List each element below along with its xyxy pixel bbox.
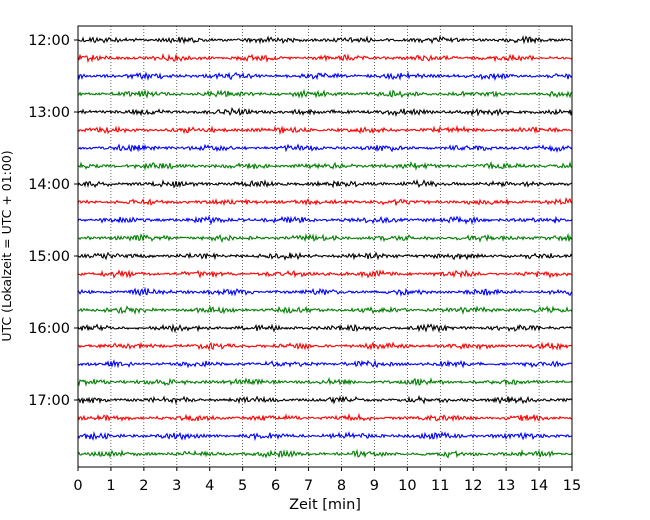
seismogram-trace	[77, 232, 573, 243]
seismogram-trace	[77, 430, 573, 442]
x-tick-label: 15	[563, 478, 581, 494]
x-tick-label: 5	[238, 478, 247, 494]
seismogram-trace	[77, 412, 573, 423]
y-tick-label: 14:00	[28, 177, 70, 193]
seismogram-trace	[77, 341, 573, 351]
x-tick-label: 8	[337, 478, 346, 494]
seismogram-trace	[77, 178, 573, 189]
x-tick-label: 0	[73, 478, 82, 494]
seismogram-trace	[77, 323, 573, 334]
x-tick-label: 6	[271, 478, 280, 494]
seismogram-trace	[77, 448, 573, 459]
x-tick-label: 4	[205, 478, 214, 494]
seismogram-trace	[77, 251, 573, 261]
seismogram-trace	[77, 305, 573, 316]
y-tick-label: 13:00	[28, 105, 70, 121]
seismogram-trace	[77, 376, 573, 387]
y-tick-label: 12:00	[28, 33, 70, 49]
seismogram-trace	[77, 88, 573, 99]
seismogram-trace	[77, 269, 573, 279]
x-tick-label: 12	[464, 478, 482, 494]
y-tick-label: 17:00	[28, 393, 70, 409]
plot-frame	[77, 25, 573, 468]
y-axis-ticks: 12:00 13:00 14:00 15:00 16:00 17:00	[28, 33, 78, 409]
x-tick-label: 13	[497, 478, 515, 494]
seismogram-trace	[77, 107, 573, 118]
seismogram-traces	[77, 35, 573, 459]
x-tick-label: 10	[398, 478, 416, 494]
seismogram-trace	[77, 286, 573, 297]
seismogram-trace	[77, 52, 573, 64]
x-tick-label: 14	[530, 478, 548, 494]
seismogram-trace	[77, 394, 573, 406]
y-tick-label: 16:00	[28, 321, 70, 337]
seismogram-trace	[77, 124, 573, 136]
y-tick-label: 15:00	[28, 249, 70, 265]
seismogram-trace	[77, 35, 573, 45]
x-tick-label: 1	[106, 478, 115, 494]
seismogram-trace	[77, 359, 573, 369]
x-tick-label: 3	[172, 478, 181, 494]
seismogram-trace	[77, 160, 573, 171]
x-tick-label: 11	[431, 478, 449, 494]
y-axis-label: UTC (Lokalzeit = UTC + 01:00)	[0, 150, 14, 341]
x-tick-label: 2	[139, 478, 148, 494]
x-tick-label: 9	[370, 478, 379, 494]
x-tick-label: 7	[304, 478, 313, 494]
seismogram-trace	[77, 196, 573, 207]
seismogram-trace	[77, 143, 573, 154]
seismogram-trace	[77, 71, 573, 82]
x-axis-ticks: 0 1 2 3 4 5 6 7 8 9 10 11 12 13 14 15	[73, 467, 581, 494]
seismogram-trace	[77, 215, 573, 226]
x-axis-label: Zeit [min]	[289, 497, 361, 513]
